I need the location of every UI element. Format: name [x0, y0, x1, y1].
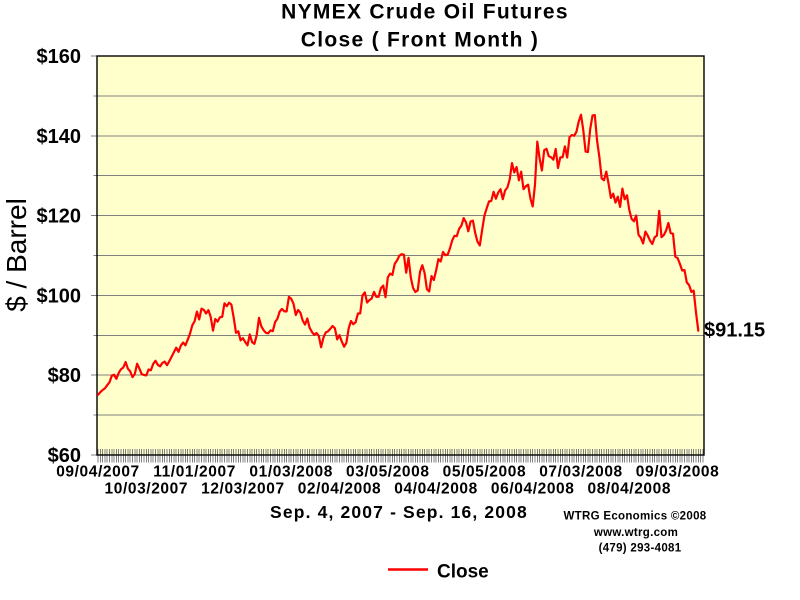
- svg-text:02/04/2008: 02/04/2008: [298, 481, 382, 498]
- svg-text:$140: $140: [37, 126, 82, 148]
- svg-text:Sep. 4, 2007 - Sep. 16, 2008: Sep. 4, 2007 - Sep. 16, 2008: [270, 502, 528, 522]
- svg-text:$120: $120: [37, 206, 82, 228]
- svg-text:10/03/2007: 10/03/2007: [105, 481, 189, 498]
- svg-text:06/04/2008: 06/04/2008: [491, 481, 575, 498]
- svg-text:$160: $160: [37, 46, 82, 68]
- svg-text:11/01/2007: 11/01/2007: [153, 464, 236, 481]
- svg-text:www.wtrg.com: www.wtrg.com: [593, 527, 678, 539]
- svg-text:Close ( Front Month ): Close ( Front Month ): [301, 29, 539, 52]
- svg-text:$80: $80: [48, 365, 81, 387]
- svg-text:04/04/2008: 04/04/2008: [394, 481, 478, 498]
- svg-text:$100: $100: [37, 285, 82, 307]
- svg-text:$ / Barrel: $ / Barrel: [1, 198, 32, 312]
- svg-text:WTRG Economics ©2008: WTRG Economics ©2008: [564, 510, 707, 522]
- svg-text:05/05/2008: 05/05/2008: [443, 464, 527, 481]
- svg-text:09/04/2007: 09/04/2007: [56, 464, 140, 481]
- svg-text:NYMEX Crude Oil Futures: NYMEX Crude Oil Futures: [281, 1, 569, 24]
- svg-text:07/03/2008: 07/03/2008: [539, 464, 623, 481]
- svg-text:12/03/2007: 12/03/2007: [201, 481, 285, 498]
- svg-text:(479) 293-4081: (479) 293-4081: [599, 542, 682, 554]
- svg-text:08/04/2008: 08/04/2008: [588, 481, 672, 498]
- svg-text:Close: Close: [437, 561, 489, 582]
- svg-text:$91.15: $91.15: [704, 320, 765, 342]
- svg-text:03/05/2008: 03/05/2008: [346, 464, 430, 481]
- svg-text:09/03/2008: 09/03/2008: [636, 464, 720, 481]
- svg-text:$60: $60: [48, 445, 81, 467]
- svg-text:01/03/2008: 01/03/2008: [249, 464, 333, 481]
